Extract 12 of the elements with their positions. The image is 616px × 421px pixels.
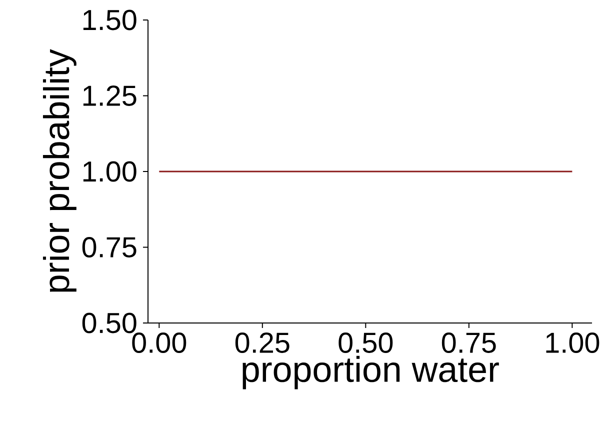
x-axis-title: proportion water <box>242 356 499 390</box>
y-tick-label: 1.50 <box>83 10 136 30</box>
y-tick-label: 0.50 <box>82 312 136 334</box>
y-tick-label: 1.25 <box>83 86 136 106</box>
x-tick-label: 0.25 <box>235 332 290 353</box>
x-tick-label: 0.00 <box>132 332 186 353</box>
y-tick-label: 1.00 <box>83 161 136 182</box>
x-tick-label: 0.75 <box>442 332 496 353</box>
y-axis-title: prior probability <box>42 49 76 292</box>
x-tick-label: 1.00 <box>546 332 600 353</box>
y-tick-label: 0.75 <box>82 237 136 258</box>
x-tick-label: 0.50 <box>338 332 393 353</box>
